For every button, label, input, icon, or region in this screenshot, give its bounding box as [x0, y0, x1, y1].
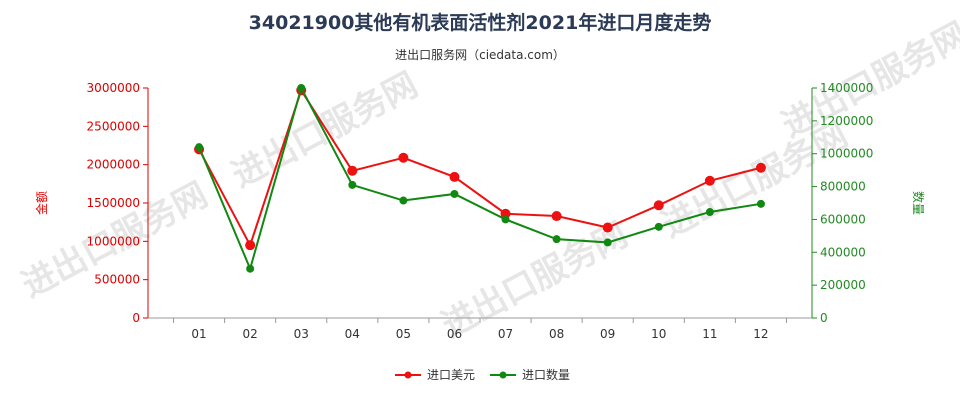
x-tick-label: 05	[396, 327, 411, 341]
series-2-point	[297, 84, 306, 92]
series-2-point	[654, 222, 663, 231]
left-tick-label: 500000	[94, 273, 140, 287]
series-1-point	[347, 165, 358, 176]
right-tick-label: 200000	[820, 278, 866, 292]
x-tick-label: 11	[702, 327, 717, 341]
legend-swatch-marker	[404, 371, 412, 379]
x-tick-label: 04	[345, 327, 360, 341]
x-tick-label: 07	[498, 327, 513, 341]
left-tick-label: 1000000	[87, 234, 140, 248]
series-1-point	[602, 222, 613, 233]
series-2-point	[756, 199, 765, 208]
x-tick-label: 06	[447, 327, 462, 341]
left-tick-label: 0	[132, 311, 140, 325]
right-tick-label: 1000000	[820, 147, 873, 161]
x-tick-label: 10	[651, 327, 666, 341]
right-tick-label: 0	[820, 311, 828, 325]
legend-label: 进口数量	[522, 367, 570, 382]
watermark-text: 进出口服务网	[225, 65, 424, 196]
right-tick-label: 800000	[820, 180, 866, 194]
series-2-point	[705, 208, 714, 217]
series-2-point	[603, 238, 612, 247]
left-tick-label: 2000000	[87, 158, 140, 172]
series-2-point	[552, 235, 561, 244]
left-tick-label: 1500000	[87, 196, 140, 210]
right-tick-label: 1200000	[820, 114, 873, 128]
right-axis-title: 数量	[911, 191, 926, 215]
series-2-point	[195, 143, 204, 152]
chart-subtitle: 进出口服务网（ciedata.com）	[395, 48, 565, 62]
series-1-point	[500, 208, 511, 219]
chart-title: 34021900其他有机表面活性剂2021年进口月度走势	[248, 12, 712, 34]
series-1-point	[245, 240, 256, 251]
series-1-point	[755, 162, 766, 173]
series-1-point	[653, 200, 664, 211]
x-tick-label: 12	[753, 327, 768, 341]
series-2-point	[246, 264, 255, 273]
right-tick-label: 600000	[820, 212, 866, 226]
x-tick-label: 03	[294, 327, 309, 341]
left-tick-label: 3000000	[87, 81, 140, 95]
series-1-point	[551, 211, 562, 222]
right-tick-label: 400000	[820, 245, 866, 259]
x-tick-label: 01	[191, 327, 206, 341]
legend-swatch-marker	[499, 371, 507, 379]
series-2-point	[450, 189, 459, 198]
series-2-point	[501, 215, 510, 224]
x-tick-label: 02	[243, 327, 258, 341]
series-1-point	[449, 171, 460, 182]
left-axis-title: 金额	[34, 191, 49, 215]
series-1-point	[398, 152, 409, 163]
series-line-2	[198, 85, 762, 272]
right-tick-label: 1400000	[820, 81, 873, 95]
x-tick-label: 08	[549, 327, 564, 341]
left-tick-label: 2500000	[87, 119, 140, 133]
series-2-point	[348, 180, 357, 189]
x-tick-label: 09	[600, 327, 615, 341]
series-2-point	[399, 196, 408, 205]
legend-label: 进口美元	[427, 368, 475, 382]
series-1-point	[704, 175, 715, 186]
